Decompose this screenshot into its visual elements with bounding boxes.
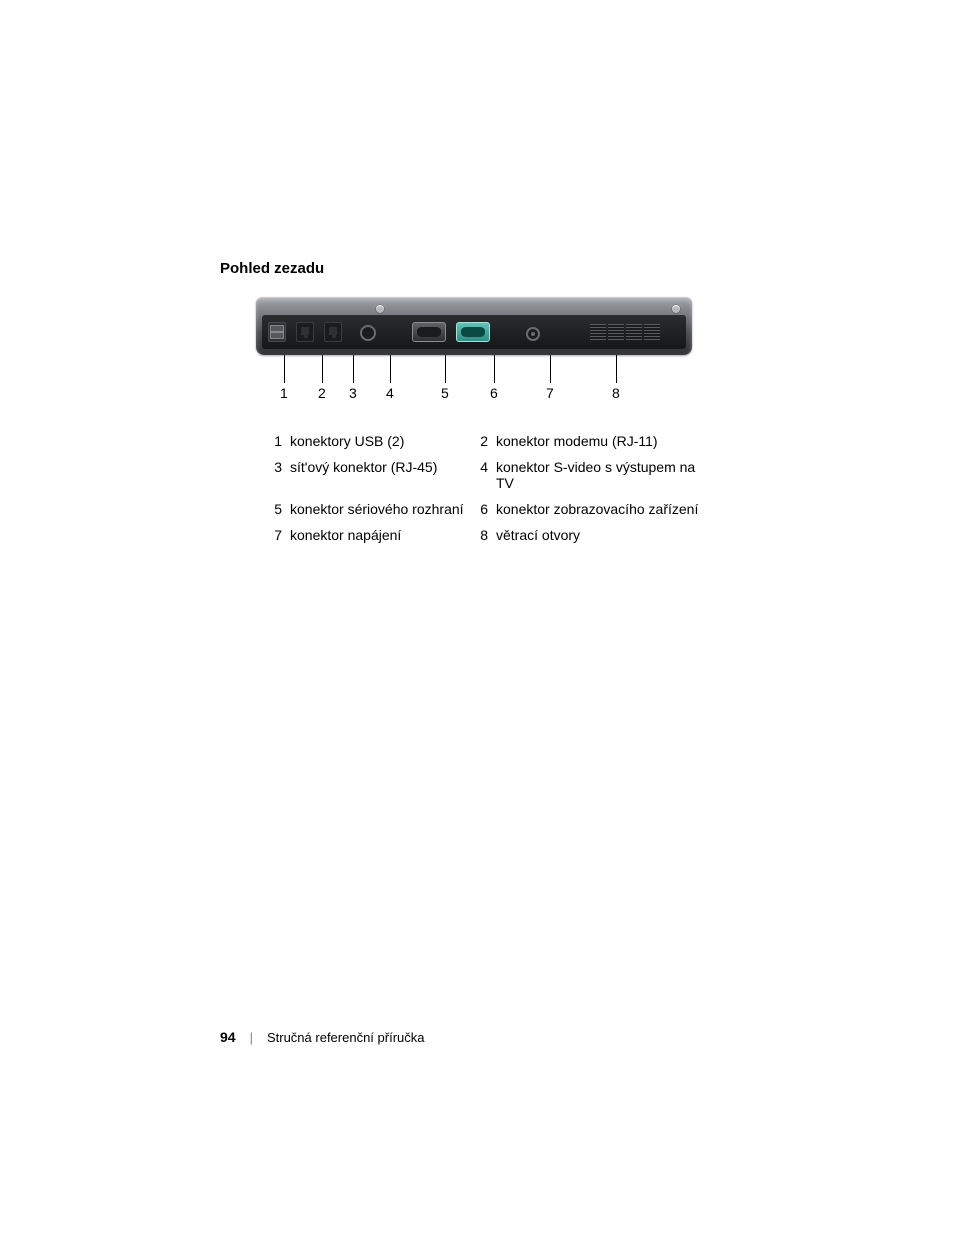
port-dc [526,327,540,341]
callout-leader: 2 [322,355,323,383]
callout-number: 5 [441,385,449,401]
port-serial [412,322,446,342]
port-rj11 [296,322,314,342]
legend-label: sít'ový konektor (RJ-45) [290,459,466,491]
callout-number: 4 [386,385,394,401]
callout-number: 6 [490,385,498,401]
legend-number: 1 [266,433,284,449]
callout-number: 1 [280,385,288,401]
section-title: Pohled zezadu [220,260,740,277]
legend-label: konektor modemu (RJ-11) [496,433,706,449]
legend-number: 4 [472,459,490,491]
port-rj45 [324,322,342,342]
port-vga [456,322,490,342]
legend-table: 1 konektory USB (2) 2 konektor modemu (R… [266,433,740,543]
legend-number: 2 [472,433,490,449]
port-usb [268,322,286,342]
callout-leader: 4 [390,355,391,383]
footer: 94 | Stručná referenční příručka [220,1029,425,1045]
footer-title: Stručná referenční příručka [267,1030,425,1045]
laptop-rear-diagram [256,297,692,355]
legend-label: konektor zobrazovacího zařízení [496,501,706,517]
callout-leader: 7 [550,355,551,383]
callout-leader: 8 [616,355,617,383]
vent-block [590,324,660,340]
legend-number: 5 [266,501,284,517]
legend-number: 7 [266,527,284,543]
legend-number: 8 [472,527,490,543]
legend-label: konektory USB (2) [290,433,466,449]
legend-number: 3 [266,459,284,491]
page-number: 94 [220,1029,236,1045]
footer-separator: | [250,1030,253,1045]
callout-leader: 3 [353,355,354,383]
callout-number: 2 [318,385,326,401]
callouts: 1 2 3 4 5 6 7 8 [256,355,692,399]
port-svideo [360,325,376,341]
legend-label: větrací otvory [496,527,706,543]
callout-number: 7 [546,385,554,401]
legend-number: 6 [472,501,490,517]
callout-number: 3 [349,385,357,401]
callout-leader: 6 [494,355,495,383]
callout-leader: 1 [284,355,285,383]
callout-leader: 5 [445,355,446,383]
legend-label: konektor S-video s výstupem na TV [496,459,706,491]
legend-label: konektor napájení [290,527,466,543]
callout-number: 8 [612,385,620,401]
legend-label: konektor sériového rozhraní [290,501,466,517]
